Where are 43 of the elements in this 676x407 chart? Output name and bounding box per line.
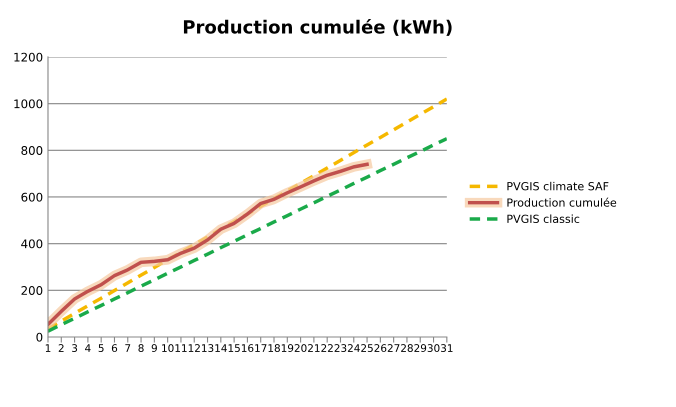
x-tick-label: 10 [162,344,174,352]
x-tick-label: 31 [441,344,452,352]
x-tick-label: 15 [228,344,240,352]
x-tick-label: 6 [112,344,118,352]
x-tick-label: 19 [282,344,294,352]
x-tick-label: 13 [202,344,214,352]
x-tick-label: 2 [58,344,64,352]
y-tick-label: 200 [21,286,42,295]
legend-label: PVGIS classic [507,214,580,224]
y-tick-label: 1200 [14,52,42,62]
x-tick-label: 12 [188,344,200,352]
line-series [48,136,447,333]
x-tick-label: 14 [215,344,227,352]
x-tick-label: 27 [388,344,400,352]
x-tick-label: 1 [46,344,50,352]
x-tick-label: 30 [428,344,440,352]
legend-label: Production cumulée [507,198,616,207]
x-tick-label: 16 [242,344,254,352]
x-tick-label: 28 [401,344,413,352]
x-tick-label: 5 [98,344,104,352]
x-tick-label: 21 [308,344,320,352]
legend-label: PVGIS climate SAF [507,182,608,190]
y-tick-label: 600 [21,192,42,202]
x-tick-label: 18 [268,344,280,352]
x-tick-label: 29 [414,344,426,352]
x-tick-label: 22 [321,344,333,352]
x-tick-label: 24 [348,344,360,352]
chart-title: Production cumulée (kWh) [184,19,452,36]
x-tick-label: 8 [138,344,144,352]
x-tick-label: 23 [334,344,346,352]
x-tick-label: 9 [152,344,157,352]
y-tick-label: 1000 [14,99,42,108]
x-tick-label: 17 [255,344,266,352]
x-tick-label: 11 [175,344,187,352]
x-tick-label: 26 [374,344,386,352]
x-tick-label: 20 [294,344,307,352]
x-tick-label: 3 [72,344,78,352]
y-tick-label: 800 [21,146,42,155]
y-tick-label: 400 [21,239,42,248]
x-tick-label: 7 [125,344,130,352]
x-tick-label: 25 [361,344,373,352]
x-tick-label: 4 [85,344,91,352]
y-tick-label: 0 [36,332,42,342]
